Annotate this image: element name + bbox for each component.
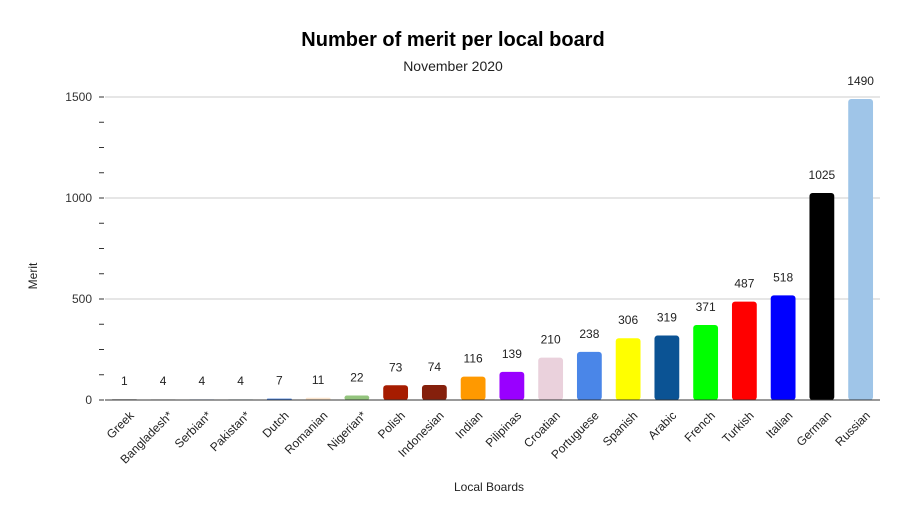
data-label: 319 [657, 311, 677, 325]
data-label: 73 [389, 360, 403, 374]
bar [460, 376, 486, 400]
x-tick-label: Polish [375, 408, 408, 441]
data-label: 1025 [809, 168, 836, 182]
bar [499, 371, 525, 400]
chart-title: Number of merit per local board [301, 29, 604, 51]
data-label: 4 [237, 374, 244, 388]
data-label: 4 [160, 374, 167, 388]
data-label: 22 [350, 371, 364, 385]
bar [576, 351, 602, 400]
x-tick-label: Spanish [600, 408, 641, 449]
data-label: 7 [276, 374, 283, 388]
x-tick-label: Russian [832, 408, 873, 449]
data-label: 116 [464, 352, 483, 366]
x-tick-label: Italian [763, 408, 796, 441]
x-tick-label: Greek [104, 408, 138, 442]
x-tick-label: Nigerian* [324, 408, 369, 453]
y-axis: 0 500 1000 1500 [65, 90, 104, 407]
x-tick-label: Pakistan* [207, 408, 253, 454]
bar [383, 385, 409, 400]
x-axis-title: Local Boards [454, 480, 524, 494]
data-label: 139 [502, 347, 522, 361]
y-tick-label: 1500 [65, 90, 92, 104]
x-tick-label: Arabic [645, 408, 679, 442]
data-label: 518 [773, 270, 793, 284]
data-label: 1 [121, 374, 128, 388]
data-label: 371 [696, 300, 716, 314]
data-label: 238 [579, 327, 599, 341]
y-tick-label: 500 [72, 292, 92, 306]
bar [693, 325, 719, 400]
gridlines [105, 96, 880, 300]
y-axis-title: Merit [26, 262, 40, 289]
y-tick-label: 1000 [65, 191, 92, 205]
x-tick-label: German [794, 408, 835, 449]
chart-subtitle: November 2020 [403, 58, 503, 74]
bar [305, 397, 331, 400]
bar [615, 338, 641, 400]
bar [654, 335, 680, 400]
data-label: 210 [541, 333, 561, 347]
bars [111, 99, 874, 401]
bar [770, 295, 796, 400]
bar [344, 395, 370, 400]
data-label: 487 [734, 277, 754, 291]
bar [421, 385, 447, 400]
data-label: 4 [199, 374, 206, 388]
bar [538, 357, 564, 400]
data-label: 1490 [847, 74, 874, 88]
x-tick-label: Dutch [260, 408, 292, 440]
bar [848, 99, 874, 401]
x-tick-label: Turkish [719, 408, 756, 445]
data-labels: 1 4 4 4 7 11 22 73 74 116 139 210 238 306 319 371 487 518… [121, 74, 874, 388]
data-label: 306 [618, 313, 638, 327]
x-tick-label: Pilipinas [483, 408, 525, 450]
bar [809, 192, 835, 400]
bar [731, 301, 757, 400]
x-tick-label: Romanian [282, 408, 331, 457]
y-tick-label: 0 [85, 393, 92, 407]
x-tick-label: French [682, 408, 718, 444]
data-label: 11 [312, 373, 325, 387]
x-tick-label: Indian [452, 408, 485, 441]
data-label: 74 [428, 360, 442, 374]
